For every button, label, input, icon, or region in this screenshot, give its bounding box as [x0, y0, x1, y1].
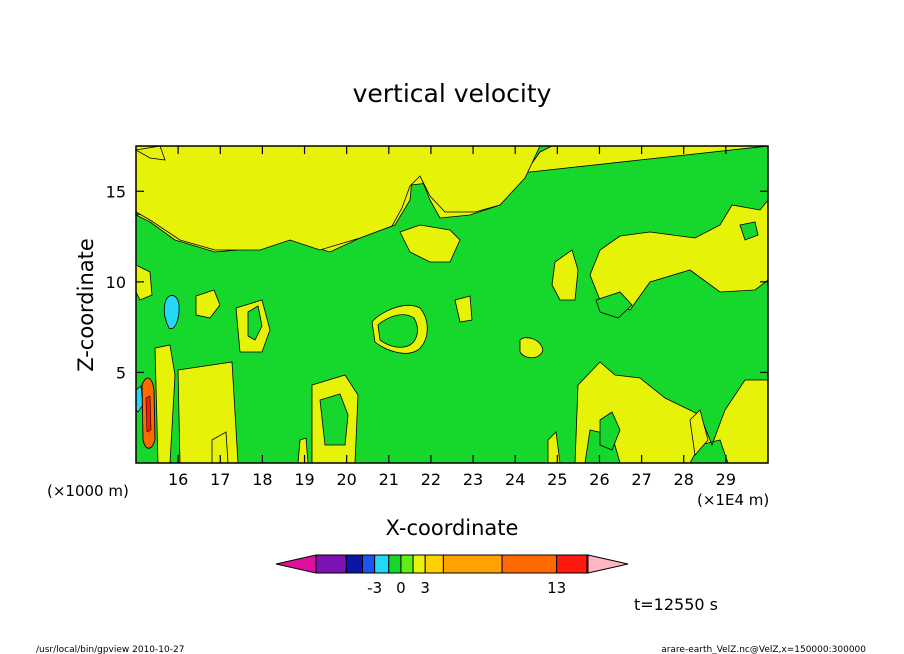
negative-region — [247, 305, 263, 341]
positive-region — [689, 409, 709, 456]
chart-title: vertical velocity — [353, 79, 552, 108]
footer-left: /usr/local/bin/gpview 2010-10-27 — [36, 645, 184, 654]
colorbar-cell — [556, 554, 588, 574]
x-axis-label: X-coordinate — [386, 516, 519, 540]
positive-region — [135, 145, 541, 251]
colorbar-cell — [442, 554, 503, 574]
colorbar-label: 0 — [396, 579, 406, 597]
positive-region — [399, 224, 461, 263]
strong-negative-region — [163, 295, 180, 330]
negative-region — [377, 314, 418, 348]
negative-region — [595, 291, 633, 319]
peak-positive-region — [145, 395, 152, 433]
x-tick-label: 23 — [463, 470, 483, 489]
negative-region — [739, 221, 759, 241]
colorbar-cell — [412, 554, 426, 574]
x-tick-label: 29 — [716, 470, 736, 489]
positive-region — [134, 145, 166, 161]
x-tick-label: 26 — [589, 470, 609, 489]
colorbar-cell — [374, 554, 390, 574]
plot-area: 16 17 18 19 20 21 22 23 24 25 26 27 28 29 5 10 15 — [106, 145, 769, 489]
x-tick-label: 16 — [168, 470, 188, 489]
positive-region — [195, 289, 221, 319]
colorbar-label: 3 — [420, 579, 430, 597]
positive-region — [454, 295, 473, 323]
x-axis-ticks: 16 17 18 19 20 21 22 23 24 25 26 27 28 29 — [168, 146, 736, 489]
positive-region — [297, 437, 309, 464]
x-unit-left: (×1000 m) — [47, 482, 129, 500]
x-tick-label: 17 — [210, 470, 230, 489]
positive-region — [519, 337, 544, 359]
colorbar-label: -3 — [367, 579, 382, 597]
x-tick-label: 18 — [252, 470, 272, 489]
negative-region — [319, 393, 349, 446]
x-tick-label: 19 — [294, 470, 314, 489]
x-tick-label: 24 — [505, 470, 525, 489]
x-unit-right: (×1E4 m) — [697, 491, 769, 509]
x-tick-label: 22 — [421, 470, 441, 489]
x-tick-label: 28 — [674, 470, 694, 489]
positive-region — [154, 344, 176, 464]
positive-region — [551, 249, 579, 301]
colorbar-cell — [388, 554, 402, 574]
colorbar-cell — [315, 554, 347, 574]
positive-region — [177, 361, 239, 464]
y-tick-label: 15 — [106, 182, 126, 201]
x-tick-label: 27 — [631, 470, 651, 489]
x-tick-label: 21 — [379, 470, 399, 489]
colorbar-cell — [345, 554, 364, 574]
colorbar: -3 0 3 13 — [275, 554, 629, 597]
y-axis-label: Z-coordinate — [74, 238, 98, 372]
colorbar-label: 13 — [547, 579, 566, 597]
plot-frame — [135, 145, 769, 464]
x-tick-label: 25 — [547, 470, 567, 489]
colorbar-cell — [400, 554, 414, 574]
y-axis-ticks: 5 10 15 — [106, 182, 768, 382]
footer-right: arare-earth_VelZ.nc@VelZ,x=150000:300000 — [661, 645, 866, 654]
contour-regions — [134, 145, 769, 464]
colorbar-max-triangle — [587, 554, 629, 574]
x-tick-label: 20 — [336, 470, 356, 489]
time-label: t=12550 s — [634, 595, 718, 614]
y-tick-label: 10 — [106, 273, 126, 292]
negative-region — [599, 411, 621, 451]
colorbar-cell — [424, 554, 444, 574]
y-tick-label: 5 — [116, 363, 126, 382]
colorbar-cell — [362, 554, 376, 574]
colorbar-min-triangle — [275, 554, 317, 574]
colorbar-cell — [501, 554, 558, 574]
